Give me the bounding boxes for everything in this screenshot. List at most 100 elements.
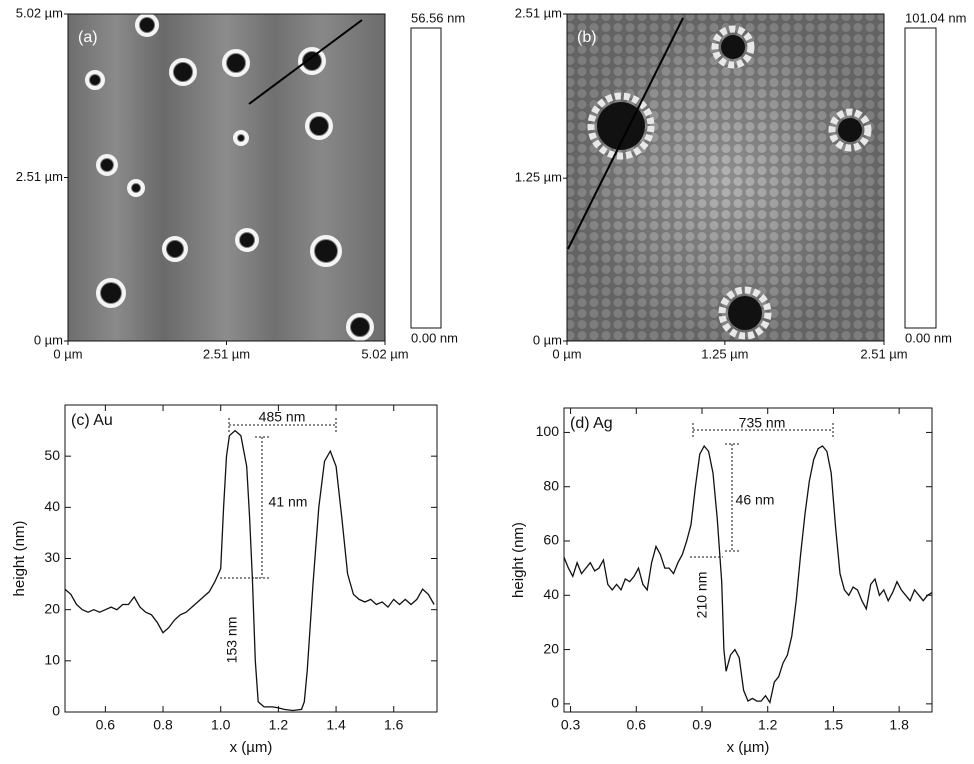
plot-frame: [563, 407, 933, 713]
x-tick-label: 2.51 µm: [860, 346, 907, 361]
x-tick-label: 1.2: [758, 717, 778, 733]
panel-label: (d) Ag: [570, 415, 613, 432]
y-axis-label: height (nm): [510, 522, 527, 598]
x-axis-label: x (µm): [727, 739, 770, 756]
y-tick-label: 2.51 µm: [16, 169, 63, 184]
annotation: 46 nm: [736, 492, 775, 508]
pit: [90, 75, 100, 85]
pit-rim: [828, 108, 872, 152]
pit: [721, 35, 745, 59]
pit: [303, 52, 321, 70]
x-tick-label: 0.9: [692, 717, 712, 733]
x-tick-label: 0.6: [96, 717, 116, 733]
y-tick-label: 80: [543, 477, 559, 493]
y-tick-label: 2.51 µm: [515, 5, 562, 20]
x-tick-label: 1.6: [384, 717, 404, 733]
image-shading: [567, 14, 884, 341]
y-tick-label: 30: [44, 549, 60, 565]
profile-line: [64, 429, 435, 712]
pit: [174, 63, 192, 81]
y-tick-label: 0: [551, 695, 559, 711]
pit: [238, 135, 244, 141]
panel-label: (b): [577, 29, 597, 46]
pit-rim: [222, 49, 250, 77]
pit-rim: [718, 286, 772, 340]
colorbar-label: 101.04 nm: [905, 10, 966, 25]
panel-label: (a): [78, 29, 98, 46]
y-tick-label: 0: [52, 703, 60, 719]
x-tick-label: 1.5: [824, 717, 844, 733]
scan-line: [567, 17, 684, 250]
pit-rim: [162, 236, 188, 262]
y-tick-label: 10: [44, 652, 60, 668]
pit: [597, 102, 645, 150]
annotation: 153 nm: [224, 617, 240, 664]
x-tick-label: 1.2: [269, 717, 289, 733]
y-tick-label: 50: [44, 447, 60, 463]
colorbar-label: 0.00 nm: [411, 330, 458, 345]
y-tick-label: 5.02 µm: [16, 5, 63, 20]
annotation: 41 nm: [269, 494, 308, 510]
pit: [310, 117, 328, 135]
x-tick-label: 0.8: [153, 717, 173, 733]
panel-label: (c) Au: [71, 412, 113, 429]
x-tick-label: 5.02 µm: [361, 346, 408, 361]
pit-rim: [96, 154, 118, 176]
x-tick-label: 1.0: [211, 717, 231, 733]
pit: [101, 159, 113, 171]
pit: [140, 18, 154, 32]
pit-rim: [711, 25, 755, 69]
y-tick-label: 0 µm: [533, 332, 562, 347]
y-tick-label: 20: [44, 600, 60, 616]
pit: [167, 241, 183, 257]
pit-rim: [310, 235, 342, 267]
pit-rim: [305, 112, 333, 140]
y-tick-label: 100: [536, 423, 560, 439]
x-axis-label: x (µm): [230, 739, 273, 756]
pit: [240, 233, 254, 247]
y-axis-label: height (nm): [11, 521, 28, 597]
colorbar-label: 0.00 nm: [905, 330, 952, 345]
pit-rim: [85, 70, 105, 90]
pit: [315, 240, 337, 262]
pit: [227, 54, 245, 72]
pit-rim: [346, 313, 374, 341]
pit-rim: [233, 130, 249, 146]
x-tick-label: 0 µm: [552, 346, 581, 361]
y-tick-label: 20: [543, 640, 559, 656]
x-tick-label: 2.51 µm: [203, 346, 250, 361]
pit: [132, 184, 140, 192]
pit-rim: [135, 13, 159, 37]
x-tick-label: 1.4: [326, 717, 346, 733]
pit: [101, 283, 121, 303]
x-tick-label: 0 µm: [53, 346, 82, 361]
y-tick-label: 40: [543, 586, 559, 602]
pit-rim: [169, 58, 197, 86]
pit-rim: [235, 228, 259, 252]
x-tick-label: 1.25 µm: [701, 346, 748, 361]
pit: [728, 296, 762, 330]
x-tick-label: 0.3: [561, 717, 581, 733]
pit: [351, 318, 369, 336]
pit-rim: [587, 92, 655, 160]
annotation: 485 nm: [259, 409, 306, 425]
x-tick-label: 1.8: [889, 717, 909, 733]
image-frame: [566, 13, 885, 342]
colorbar: [904, 27, 937, 329]
annotation: 210 nm: [694, 572, 710, 619]
scan-line: [248, 19, 363, 105]
colorbar: [410, 27, 442, 329]
x-tick-label: 0.6: [627, 717, 647, 733]
pit-rim: [298, 47, 326, 75]
profile-line: [563, 444, 933, 705]
y-tick-label: 40: [44, 498, 60, 514]
y-tick-label: 0 µm: [34, 332, 63, 347]
y-tick-label: 60: [543, 532, 559, 548]
pit-rim: [96, 278, 126, 308]
pit: [838, 118, 862, 142]
colorbar-label: 56.56 nm: [411, 10, 465, 25]
y-tick-label: 1.25 µm: [515, 170, 562, 185]
pit-rim: [127, 179, 145, 197]
